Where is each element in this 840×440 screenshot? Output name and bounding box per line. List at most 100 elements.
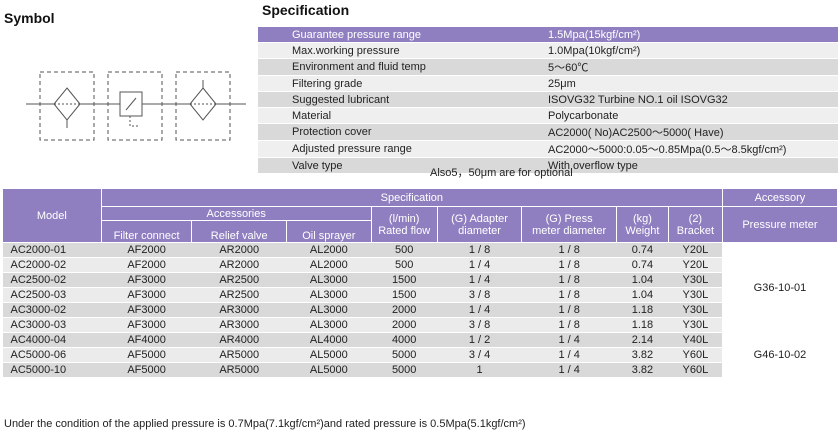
model-table: Model Specification Accessory Accessorie… <box>2 188 839 378</box>
table-cell: 1 / 8 <box>521 257 617 273</box>
table-cell: AF3000 <box>101 317 192 333</box>
col-press-meter: (G) Press meter diameter <box>521 206 617 243</box>
table-cell: 2000 <box>371 317 438 333</box>
table-cell: AL3000 <box>286 302 372 318</box>
table-cell: Y30L <box>668 302 723 318</box>
table-cell: AL2000 <box>286 257 372 273</box>
table-cell: 2.14 <box>616 332 669 348</box>
pressure-meter-cell: G46-10-02 <box>722 332 838 378</box>
table-cell: 1 / 4 <box>521 332 617 348</box>
table-cell: 3 / 8 <box>437 317 522 333</box>
table-cell: 2000 <box>371 302 438 318</box>
col-adapter: (G) Adapter diameter <box>436 206 523 243</box>
spec-label: Guarantee pressure range <box>258 27 542 43</box>
table-cell: Y30L <box>668 287 723 303</box>
table-cell: AF3000 <box>101 287 192 303</box>
table-cell: 1 / 8 <box>437 242 522 258</box>
table-cell: AC2500-03 <box>2 287 102 303</box>
table-cell: 3.82 <box>616 362 669 378</box>
table-cell: 1 / 8 <box>521 302 617 318</box>
table-cell: AF3000 <box>101 302 192 318</box>
spec-value: 1.0Mpa(10kgf/cm²) <box>542 42 838 59</box>
table-cell: AL3000 <box>286 287 372 303</box>
spec-row: Protection cover AC2000( No)AC2500～5000( … <box>258 123 838 141</box>
table-cell: 5000 <box>371 362 438 378</box>
table-cell: 5000 <box>371 347 438 363</box>
col-pressure-meter: Pressure meter <box>721 206 839 243</box>
table-cell: AL5000 <box>286 362 372 378</box>
table-cell: Y60L <box>668 362 723 378</box>
table-cell: AF3000 <box>101 272 192 288</box>
table-cell: Y30L <box>668 272 723 288</box>
spec-label: Filtering grade <box>258 75 542 92</box>
specification-heading: Specification <box>262 2 350 18</box>
table-cell: AR2500 <box>191 272 287 288</box>
table-cell: 1 / 8 <box>521 242 617 258</box>
table-cell: 0.74 <box>616 257 669 273</box>
table-cell: AC2000-01 <box>2 242 102 258</box>
table-cell: AF2000 <box>101 242 192 258</box>
table-cell: 1 / 2 <box>437 332 522 348</box>
table-cell: AC5000-10 <box>2 362 102 378</box>
table-cell: 1.18 <box>616 317 669 333</box>
spec-label: Material <box>258 107 542 124</box>
table-cell: 1 / 4 <box>521 362 617 378</box>
table-cell: 1.04 <box>616 287 669 303</box>
col-rated-flow: (l/min) Rated flow <box>370 206 438 243</box>
table-cell: AR3000 <box>191 317 287 333</box>
spec-label: Protection cover <box>258 123 542 141</box>
spec-row: Filtering grade 25μm <box>258 75 838 92</box>
table-cell: 1 / 4 <box>521 347 617 363</box>
col-filter-connect: Filter connect <box>100 220 193 243</box>
table-cell: AC5000-06 <box>2 347 102 363</box>
spec-value: With overflow type <box>542 157 838 174</box>
table-cell: AR2500 <box>191 287 287 303</box>
table-cell: 500 <box>371 242 438 258</box>
spec-label: Valve type <box>258 157 542 174</box>
table-cell: 1 <box>437 362 522 378</box>
col-relief-valve: Relief valve <box>191 220 288 243</box>
table-cell: 1 / 4 <box>437 272 522 288</box>
spec-label: Adjusted pressure range <box>258 140 542 158</box>
frl-symbol-diagram <box>26 60 246 160</box>
table-cell: AF5000 <box>101 362 192 378</box>
table-cell: 1.18 <box>616 302 669 318</box>
table-cell: AC2000-02 <box>2 257 102 273</box>
table-cell: 500 <box>371 257 438 273</box>
table-cell: AL5000 <box>286 347 372 363</box>
table-cell: Y20L <box>668 242 723 258</box>
spec-value: 1.5Mpa(15kgf/cm²) <box>542 27 838 43</box>
table-cell: 1.04 <box>616 272 669 288</box>
table-cell: AR2000 <box>191 257 287 273</box>
table-cell: Y40L <box>668 332 723 348</box>
spec-row: Environment and fluid temp 5～60℃ <box>258 58 838 76</box>
table-cell: AC2500-02 <box>2 272 102 288</box>
table-cell: AL3000 <box>286 317 372 333</box>
table-row: AC5000-10 AF5000 AR5000 AL5000 5000 1 1 / 4 3.8… <box>2 362 838 378</box>
table-cell: Y20L <box>668 257 723 273</box>
table-cell: 3 / 4 <box>437 347 522 363</box>
spec-value: Polycarbonate <box>542 107 838 124</box>
table-cell: AL4000 <box>286 332 372 348</box>
col-bracket: (2) Bracket <box>667 206 723 243</box>
table-cell: Y60L <box>668 347 723 363</box>
spec-row: Guarantee pressure range 1.5Mpa(15kgf/cm²… <box>258 27 838 43</box>
table-cell: AF4000 <box>101 332 192 348</box>
spec-value: 5～60℃ <box>542 58 838 76</box>
spec-table: Guarantee pressure range 1.5Mpa(15kgf/cm²… <box>258 27 838 174</box>
spec-row: Adjusted pressure range AC2000～5000:0.05～… <box>258 140 838 158</box>
spec-row: Material Polycarbonate <box>258 107 838 124</box>
spec-row: Suggested lubricant ISOVG32 Turbine NO.1 … <box>258 91 838 108</box>
table-cell: 1500 <box>371 272 438 288</box>
col-accessory: Accessory <box>721 188 839 207</box>
col-oil-sprayer: Oil sprayer <box>286 220 372 243</box>
col-accessories: Accessories <box>100 206 372 221</box>
table-cell: 1500 <box>371 287 438 303</box>
col-model: Model <box>2 188 102 243</box>
